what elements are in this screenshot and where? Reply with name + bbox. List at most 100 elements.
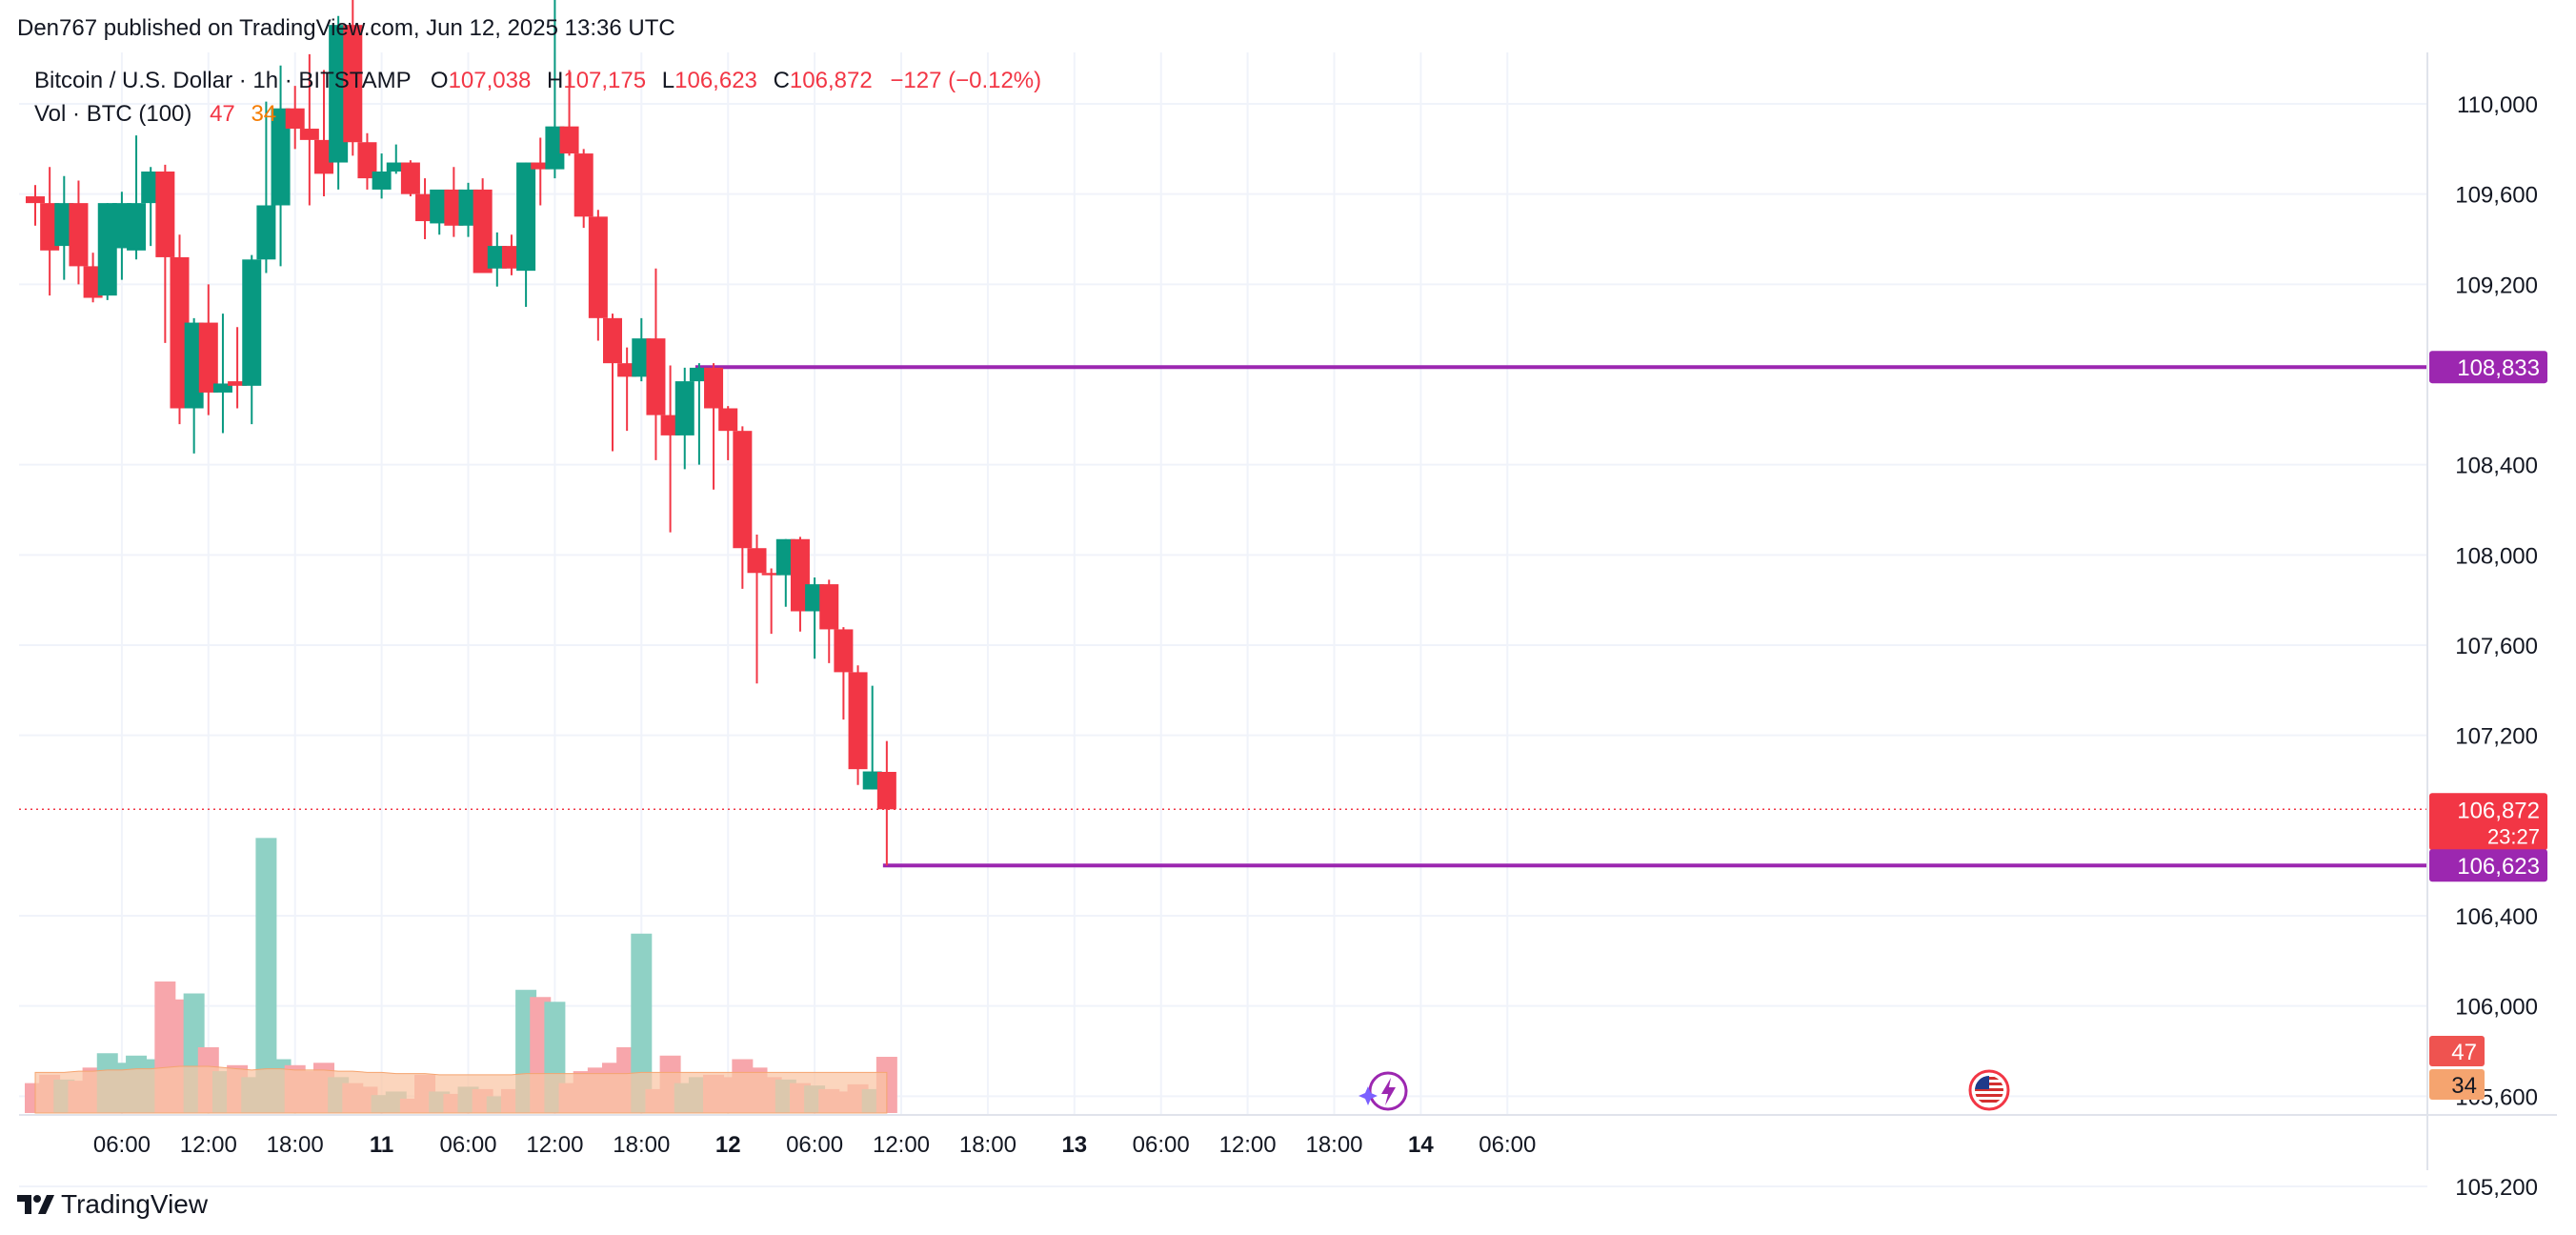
x-tick-label: 18:00 (1305, 1132, 1362, 1158)
price-badges: 108,833 106,872 23:27 106,623 47 34 (2429, 351, 2547, 1100)
volume-legend[interactable]: Vol · BTC (100) 47 34 (34, 101, 276, 128)
candle-body (386, 162, 406, 172)
candle (603, 314, 622, 452)
candle (256, 101, 276, 273)
candle-body (271, 108, 291, 206)
candle (487, 232, 507, 287)
x-tick-label: 12 (715, 1132, 741, 1158)
ohlc-legend[interactable]: Bitcoin / U.S. Dollar · 1h · BITSTAMP O1… (34, 68, 1041, 94)
candle (343, 0, 363, 156)
y-tick-label: 109,200 (2455, 273, 2538, 298)
candle-body (761, 573, 781, 576)
candle-body (256, 205, 276, 260)
grid-lines (19, 52, 2427, 1187)
x-tick-label: 12:00 (526, 1132, 583, 1158)
candle-body (689, 367, 709, 382)
volume-bar (255, 838, 277, 1113)
candle (299, 53, 319, 206)
candle (111, 192, 131, 280)
candle-body (632, 338, 652, 377)
candle (790, 537, 810, 632)
candle (862, 685, 882, 790)
candle-body (733, 431, 753, 549)
volume-badge: 47 (2429, 1036, 2485, 1066)
high-value: 107,175 (563, 68, 647, 93)
candle-body (545, 126, 565, 170)
candle-body (674, 381, 694, 435)
candle (285, 86, 305, 150)
candle (574, 149, 594, 229)
candle (228, 327, 248, 409)
candle (212, 314, 232, 434)
horizontal-lines[interactable] (694, 365, 2427, 868)
y-tick-label: 109,600 (2455, 183, 2538, 209)
candle-body (834, 629, 854, 673)
candle-body (876, 772, 896, 810)
volume-badge-label: 47 (2451, 1040, 2477, 1065)
candle-body (444, 189, 464, 226)
candle-body (747, 548, 767, 574)
candle-body (588, 216, 608, 318)
candle (242, 254, 262, 425)
candle-body (111, 203, 131, 249)
candle (516, 162, 536, 307)
x-tick-label: 12:00 (873, 1132, 930, 1158)
candle (632, 317, 652, 382)
change-value: −127 (−0.12%) (890, 68, 1042, 93)
candle (704, 363, 724, 490)
candle-body (198, 322, 218, 393)
candle-body (228, 381, 248, 386)
x-tick-label: 06:00 (1133, 1132, 1190, 1158)
candle-body (704, 367, 724, 409)
candle-body (775, 538, 795, 576)
candle (819, 579, 839, 663)
candle (444, 167, 464, 237)
x-tick-label: 18:00 (613, 1132, 670, 1158)
x-tick-label: 11 (370, 1132, 393, 1158)
candle-body (97, 203, 117, 296)
price-axis[interactable]: 110,000 109,600 109,200 108,400 108,000 107,6… (2455, 92, 2538, 1201)
y-tick-label: 110,000 (2457, 92, 2538, 118)
candle (848, 665, 868, 785)
y-tick-label: 107,200 (2455, 724, 2538, 750)
candle (501, 234, 521, 275)
x-tick-label: 18:00 (267, 1132, 324, 1158)
tradingview-wordmark: TradingView (61, 1189, 209, 1219)
candle-body (54, 203, 74, 247)
y-tick-label: 107,600 (2455, 634, 2538, 659)
us-flag-event-icon[interactable] (1968, 1069, 2010, 1111)
candle (689, 363, 709, 465)
time-axis[interactable]: 06:00 12:00 18:00 11 06:00 12:00 18:00 12 06:00 1… (93, 1132, 1536, 1158)
candle-body (184, 322, 204, 409)
candle-body (69, 203, 89, 267)
hline-top-badge-label: 108,833 (2457, 355, 2540, 381)
low-label: L (661, 68, 675, 93)
candle-body (473, 189, 493, 273)
candle (747, 535, 767, 684)
volume-ma-area (34, 1065, 888, 1114)
ai-assistant-icon[interactable] (1358, 1071, 1408, 1111)
y-tick-label: 106,400 (2455, 904, 2538, 930)
volume-bar (631, 933, 653, 1113)
tradingview-logo[interactable]: TradingView (17, 1189, 208, 1220)
y-tick-label: 108,400 (2455, 454, 2538, 479)
candle (40, 167, 60, 296)
candle (141, 167, 161, 247)
countdown-label: 23:27 (2487, 824, 2540, 848)
candle-body (141, 172, 161, 204)
hline-bottom-badge-label: 106,623 (2457, 854, 2540, 880)
candle (458, 182, 478, 237)
candle-body (155, 172, 175, 257)
candle (97, 203, 117, 300)
candle (155, 164, 175, 343)
x-tick-label: 06:00 (786, 1132, 843, 1158)
candle-body (559, 126, 579, 154)
candle-body (415, 193, 435, 222)
candle (69, 180, 89, 285)
candle (473, 178, 493, 273)
candle-body (516, 162, 536, 272)
candle (761, 568, 781, 635)
last-price-label: 106,872 (2457, 798, 2540, 823)
candle (400, 160, 420, 197)
